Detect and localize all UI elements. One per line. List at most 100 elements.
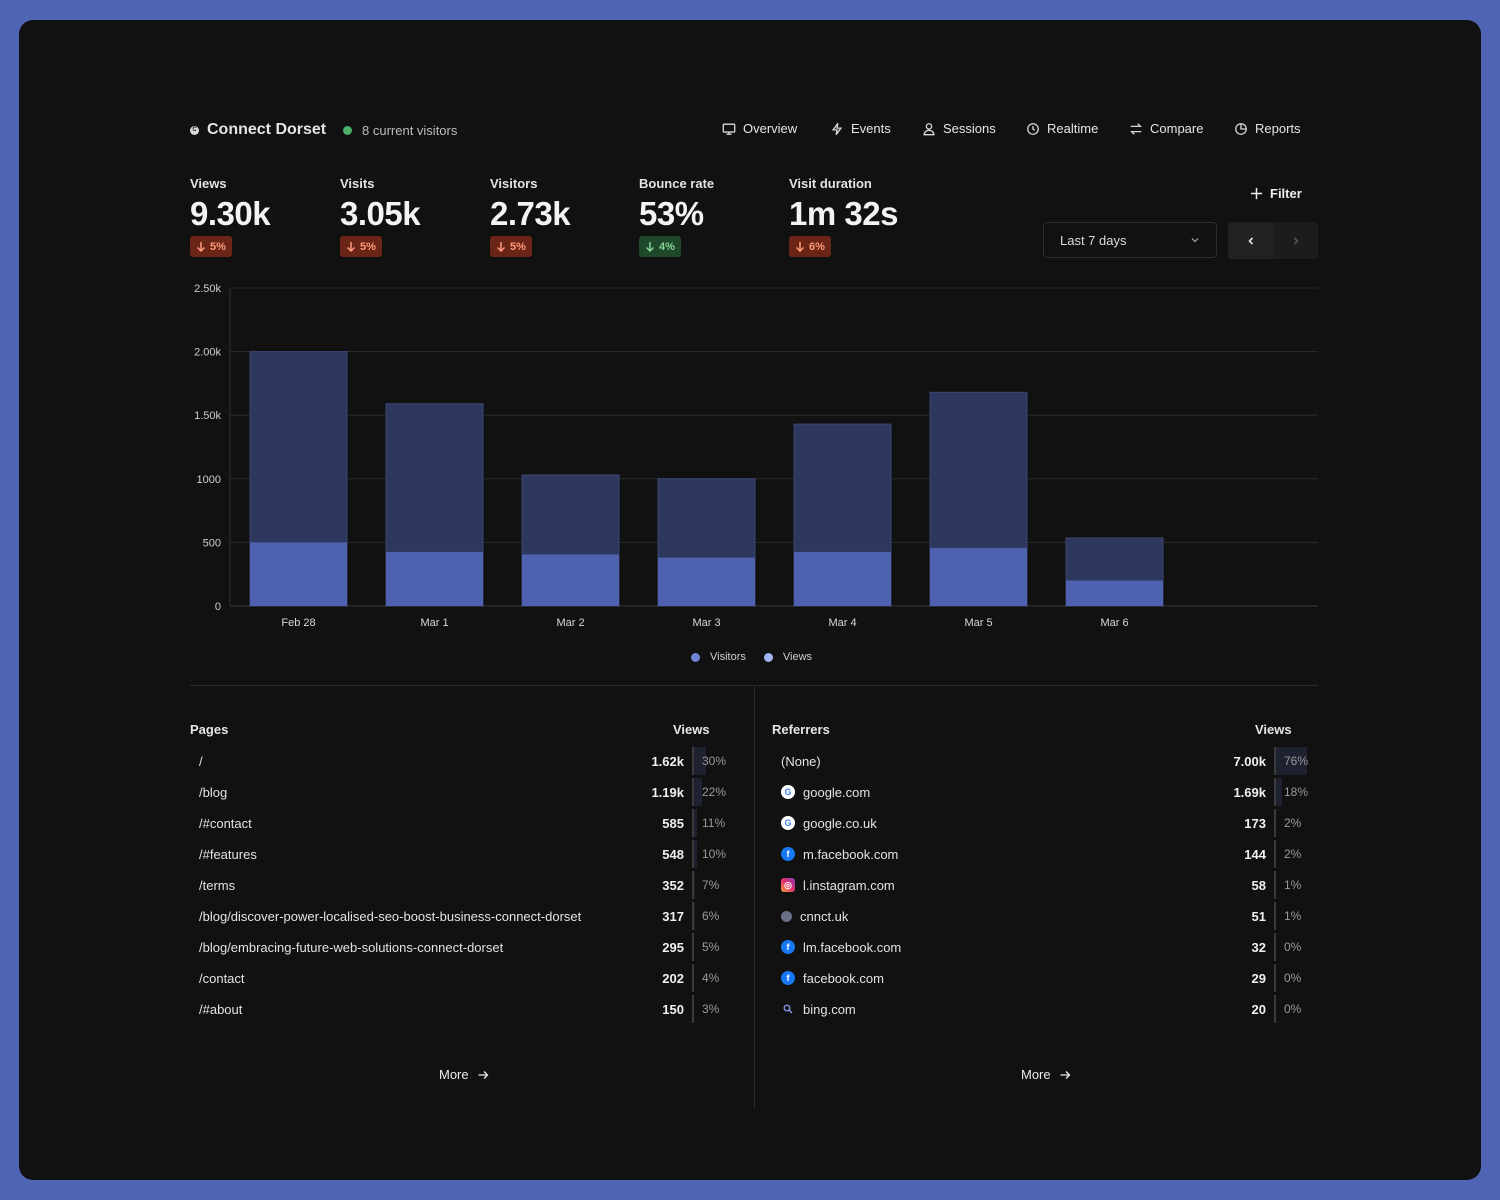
row-share-bar <box>692 778 702 806</box>
row-share-axis <box>1274 995 1276 1023</box>
visitors-bar[interactable] <box>930 548 1027 606</box>
site-logo-icon: C <box>190 125 199 135</box>
row-percent: 4% <box>702 971 720 985</box>
row-label: lm.facebook.com <box>803 939 902 955</box>
nav-reports-label: Reports <box>1255 121 1301 136</box>
x-tick-label: Mar 1 <box>420 617 448 629</box>
visitors-bar[interactable] <box>250 542 347 606</box>
referrers-row[interactable]: f m.facebook.com 144 2% <box>772 840 1318 868</box>
pages-row[interactable]: /#about 150 3% <box>190 995 735 1023</box>
row-label: google.com <box>803 784 871 800</box>
cnnct-icon <box>781 910 792 922</box>
filter-button[interactable]: Filter <box>1250 186 1302 201</box>
arrow-down-icon <box>645 242 655 252</box>
referrers-more-button[interactable]: More <box>1021 1067 1071 1082</box>
legend-views[interactable]: Views <box>763 651 812 663</box>
referrers-row[interactable]: cnnct.uk 51 1% <box>772 902 1318 930</box>
row-label: / <box>199 753 203 769</box>
referrers-row[interactable]: ◎ l.instagram.com 58 1% <box>772 871 1318 899</box>
facebook-icon: f <box>781 971 795 985</box>
row-percent: 5% <box>702 940 720 954</box>
row-label: /contact <box>199 970 245 986</box>
metric-change-value: 5% <box>210 240 226 253</box>
pages-row[interactable]: /blog/embracing-future-web-solutions-con… <box>190 933 735 961</box>
row-share-axis <box>1274 778 1276 806</box>
google-icon: G <box>781 816 795 830</box>
x-tick-label: Mar 3 <box>692 617 720 629</box>
y-tick-label: 500 <box>203 537 221 549</box>
monitor-icon <box>722 123 736 135</box>
metric-value: 53% <box>639 195 704 232</box>
nav-reports[interactable]: Reports <box>1234 121 1301 136</box>
row-share-axis <box>692 747 694 775</box>
instagram-icon: ◎ <box>781 878 795 892</box>
date-pager <box>1228 222 1318 259</box>
row-share-axis <box>1274 809 1276 837</box>
metric-value: 9.30k <box>190 195 271 232</box>
nav-overview-label: Overview <box>743 121 798 136</box>
referrers-row[interactable]: f facebook.com 29 0% <box>772 964 1318 992</box>
live-visitors-text: 8 current visitors <box>362 123 458 138</box>
pages-row[interactable]: /contact 202 4% <box>190 964 735 992</box>
nav-events[interactable]: Events <box>830 121 891 136</box>
row-share-axis <box>1274 871 1276 899</box>
pages-row[interactable]: /blog/discover-power-localised-seo-boost… <box>190 902 735 930</box>
site-brand[interactable]: C Connect Dorset <box>190 121 326 139</box>
row-share-bar <box>1274 778 1282 806</box>
row-share-axis <box>1274 964 1276 992</box>
row-count: 585 <box>662 815 684 831</box>
metric-change-badge: 5% <box>490 236 532 257</box>
referrers-row[interactable]: (None) 7.00k 76% <box>772 747 1318 775</box>
y-tick-label: 1.50k <box>194 410 221 422</box>
date-range-select[interactable]: Last 7 days <box>1043 222 1217 258</box>
row-label: m.facebook.com <box>803 846 899 862</box>
visitors-bar[interactable] <box>522 554 619 606</box>
facebook-icon: f <box>781 940 795 954</box>
x-tick-label: Mar 5 <box>964 617 992 629</box>
legend-visitors[interactable]: Visitors <box>691 651 746 663</box>
row-name: /blog/discover-power-localised-seo-boost… <box>190 909 581 924</box>
visitors-bar[interactable] <box>1066 580 1163 606</box>
nav-compare[interactable]: Compare <box>1129 121 1203 136</box>
row-share-axis <box>1274 840 1276 868</box>
row-percent: 1% <box>1284 878 1302 892</box>
arrow-down-icon <box>795 242 805 252</box>
pages-row[interactable]: /terms 352 7% <box>190 871 735 899</box>
row-percent: 2% <box>1284 816 1302 830</box>
row-name: ◎ l.instagram.com <box>772 878 895 893</box>
row-percent: 11% <box>702 816 726 830</box>
pages-row[interactable]: / 1.62k 30% <box>190 747 735 775</box>
pages-more-label: More <box>439 1067 469 1082</box>
referrers-row[interactable]: f lm.facebook.com 32 0% <box>772 933 1318 961</box>
row-label: /blog/embracing-future-web-solutions-con… <box>199 939 504 955</box>
row-percent: 0% <box>1284 971 1302 985</box>
nav-realtime[interactable]: Realtime <box>1026 121 1098 136</box>
row-percent: 30% <box>702 754 727 768</box>
visitors-bar[interactable] <box>794 551 891 606</box>
pages-row[interactable]: /#contact 585 11% <box>190 809 735 837</box>
nav-overview[interactable]: Overview <box>722 121 797 136</box>
pages-row[interactable]: /blog 1.19k 22% <box>190 778 735 806</box>
x-tick-label: Feb 28 <box>281 617 315 629</box>
visitors-bar[interactable] <box>658 557 755 606</box>
row-label: cnnct.uk <box>800 908 849 924</box>
pages-more-button[interactable]: More <box>439 1067 489 1082</box>
metric-label: Visit duration <box>789 176 872 191</box>
pages-row[interactable]: /#features 548 10% <box>190 840 735 868</box>
x-tick-label: Mar 4 <box>828 617 856 629</box>
metric-views: Views 9.30k 5% <box>190 176 271 257</box>
row-count: 1.62k <box>651 753 684 769</box>
dashboard-card: C Connect Dorset 8 current visitors Over… <box>19 20 1481 1180</box>
arrow-right-icon <box>478 1070 489 1079</box>
next-period-button[interactable] <box>1273 222 1318 259</box>
visitors-bar[interactable] <box>386 551 483 606</box>
nav-sessions[interactable]: Sessions <box>922 121 996 136</box>
row-count: 173 <box>1244 815 1266 831</box>
metric-bounce-rate: Bounce rate 53% 4% <box>639 176 714 257</box>
row-name: /#features <box>190 847 257 862</box>
chevron-down-icon <box>1191 238 1199 243</box>
previous-period-button[interactable] <box>1228 222 1273 259</box>
referrers-row[interactable]: bing.com 20 0% <box>772 995 1318 1023</box>
